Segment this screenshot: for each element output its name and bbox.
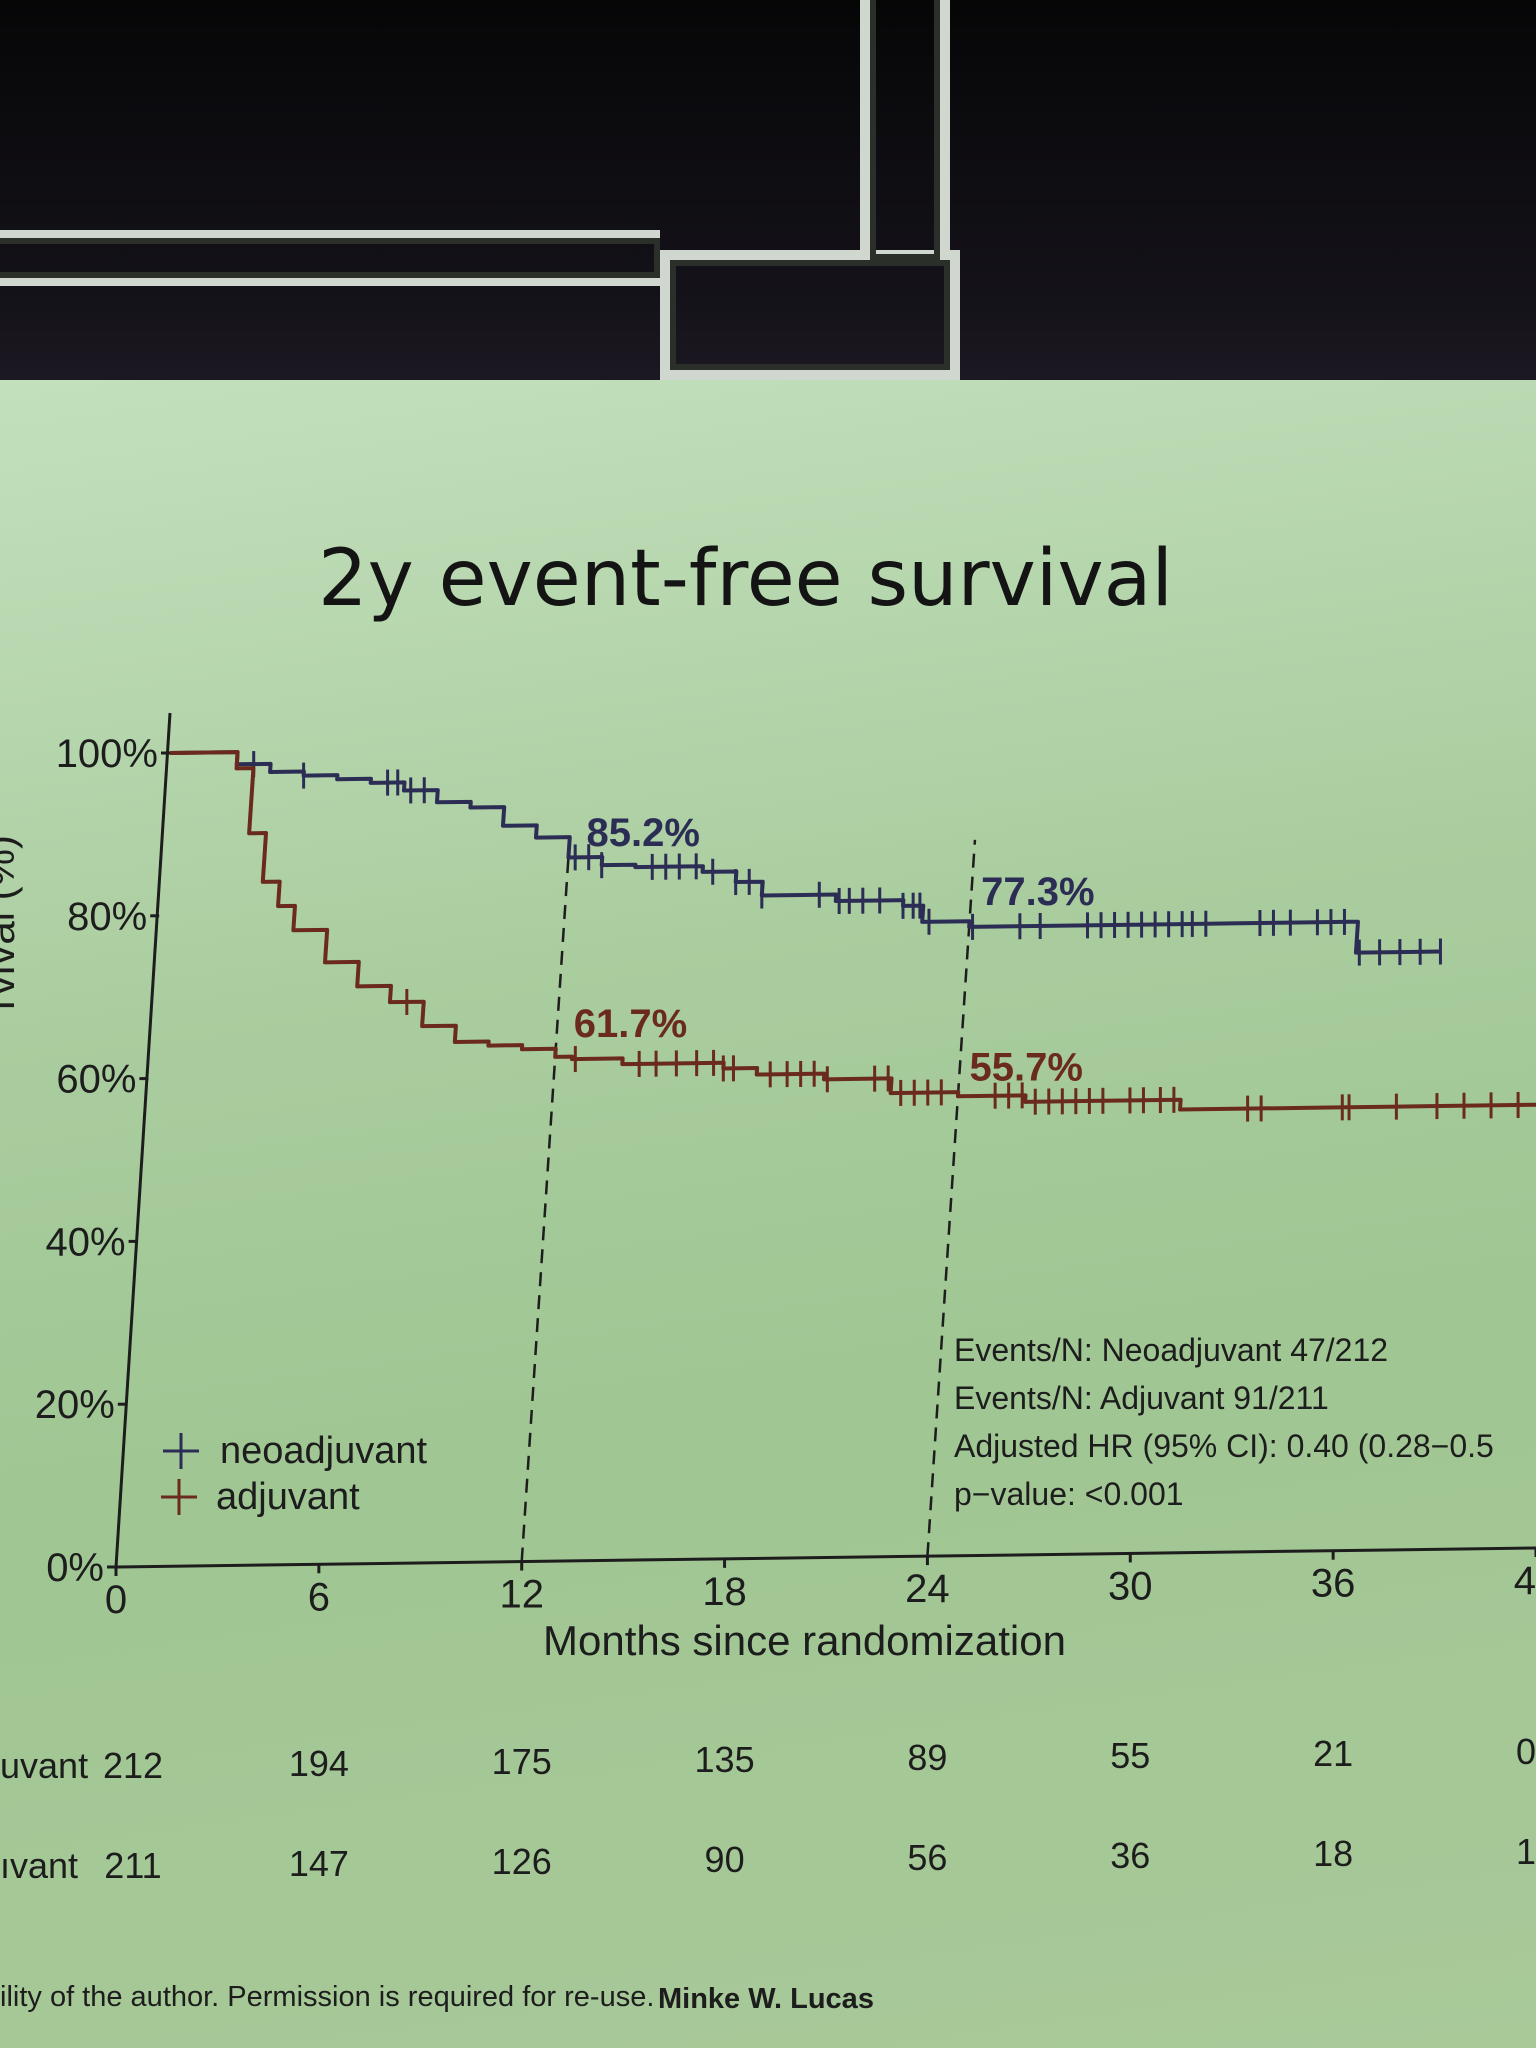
- risk-cell: 126: [492, 1841, 552, 1882]
- footer-disclaimer: ility of the author. Permission is requi…: [0, 1981, 654, 2013]
- legend-label-adjuvant: adjuvant: [216, 1476, 360, 1518]
- y-axis-label-fragment: rvival (%): [0, 835, 23, 1010]
- risk-cell: 147: [289, 1843, 349, 1884]
- reference-lines: [520, 839, 977, 1562]
- y-tick-label: 60%: [56, 1058, 136, 1102]
- annotation-label: 77.3%: [981, 870, 1094, 914]
- x-tick-label: 42: [1514, 1559, 1536, 1603]
- y-tick-label: 80%: [67, 895, 147, 939]
- x-axis-label: Months since randomization: [543, 1617, 1066, 1664]
- y-tick-label: 40%: [46, 1220, 126, 1264]
- stat-line-4: p−value: <0.001: [954, 1476, 1184, 1512]
- ceiling-frame: [660, 250, 960, 380]
- risk-cell: 18: [1313, 1833, 1353, 1874]
- risk-cell: 89: [907, 1737, 947, 1778]
- risk-row-label: ıvant: [0, 1845, 78, 1886]
- axes: [114, 712, 1536, 1569]
- risk-cell: 21: [1313, 1733, 1353, 1774]
- risk-cell: 212: [103, 1745, 163, 1786]
- risk-cell: 56: [907, 1837, 947, 1878]
- legend: neoadjuvant adjuvant: [161, 1430, 428, 1518]
- reference-line: [926, 839, 977, 1557]
- risk-table: uvant 212 194 175 135 89 55 21 0 ıvant 211 147 126 90…: [0, 1731, 1536, 1886]
- x-tick-label: 30: [1108, 1564, 1153, 1608]
- legend-label-neoadjuvant: neoadjuvant: [220, 1430, 428, 1472]
- risk-cell: 135: [695, 1739, 755, 1780]
- annotation-label: 61.7%: [574, 1002, 687, 1046]
- risk-cell: 0: [1516, 1731, 1536, 1772]
- risk-cell: 1: [1516, 1831, 1536, 1872]
- risk-cell: 55: [1110, 1735, 1150, 1776]
- ceiling-beam: [0, 230, 660, 286]
- risk-row-label: uvant: [0, 1745, 88, 1786]
- stats-box: Events/N: Neoadjuvant 47/212 Events/N: A…: [954, 1332, 1494, 1512]
- stat-line-2: Events/N: Adjuvant 91/211: [954, 1380, 1329, 1416]
- stat-line-1: Events/N: Neoadjuvant 47/212: [954, 1332, 1388, 1368]
- x-axis-ticks: 0 6 12 18 24 30 36 42: [105, 1548, 1536, 1622]
- ceiling-background: [0, 0, 1536, 440]
- y-axis-ticks: 0% 20% 40% 60% 80% 100%: [35, 732, 170, 1590]
- y-tick-label: 100%: [56, 732, 158, 776]
- risk-cell: 90: [705, 1839, 745, 1880]
- survival-curves: [169, 750, 1536, 1122]
- x-tick-label: 0: [105, 1578, 127, 1622]
- x-tick-label: 36: [1311, 1562, 1356, 1606]
- chart-title: 2y event-free survival: [318, 534, 1173, 624]
- y-tick-label: 20%: [35, 1383, 115, 1427]
- x-tick-label: 12: [499, 1573, 544, 1617]
- footer: ility of the author. Permission is requi…: [0, 1981, 874, 2015]
- legend-marker-adjuvant: [161, 1479, 197, 1515]
- x-tick-label: 24: [905, 1567, 950, 1611]
- legend-marker-neoadjuvant: [163, 1433, 199, 1469]
- reference-line: [520, 845, 571, 1562]
- x-axis-line: [115, 1546, 1536, 1569]
- risk-cell: 211: [104, 1845, 161, 1886]
- annotations: 85.2% 77.3% 61.7% 55.7%: [574, 811, 1095, 1090]
- y-tick-label: 0%: [46, 1546, 104, 1590]
- risk-cell: 36: [1110, 1835, 1150, 1876]
- x-tick-label: 6: [308, 1575, 330, 1619]
- risk-cell: 194: [289, 1743, 349, 1784]
- stat-line-3: Adjusted HR (95% CI): 0.40 (0.28−0.5: [954, 1428, 1494, 1464]
- risk-cell: 175: [492, 1741, 552, 1782]
- y-axis-line: [114, 712, 172, 1568]
- x-tick-label: 18: [702, 1570, 747, 1614]
- survival-line-neoadjuvant: [169, 750, 1441, 955]
- footer-author: Minke W. Lucas: [658, 1983, 874, 2015]
- ceiling-column: [860, 0, 950, 260]
- projection-screen: [0, 380, 1536, 2048]
- annotation-label: 55.7%: [970, 1046, 1083, 1090]
- annotation-label: 85.2%: [586, 811, 699, 855]
- survival-line-adjuvant: [169, 750, 1536, 1112]
